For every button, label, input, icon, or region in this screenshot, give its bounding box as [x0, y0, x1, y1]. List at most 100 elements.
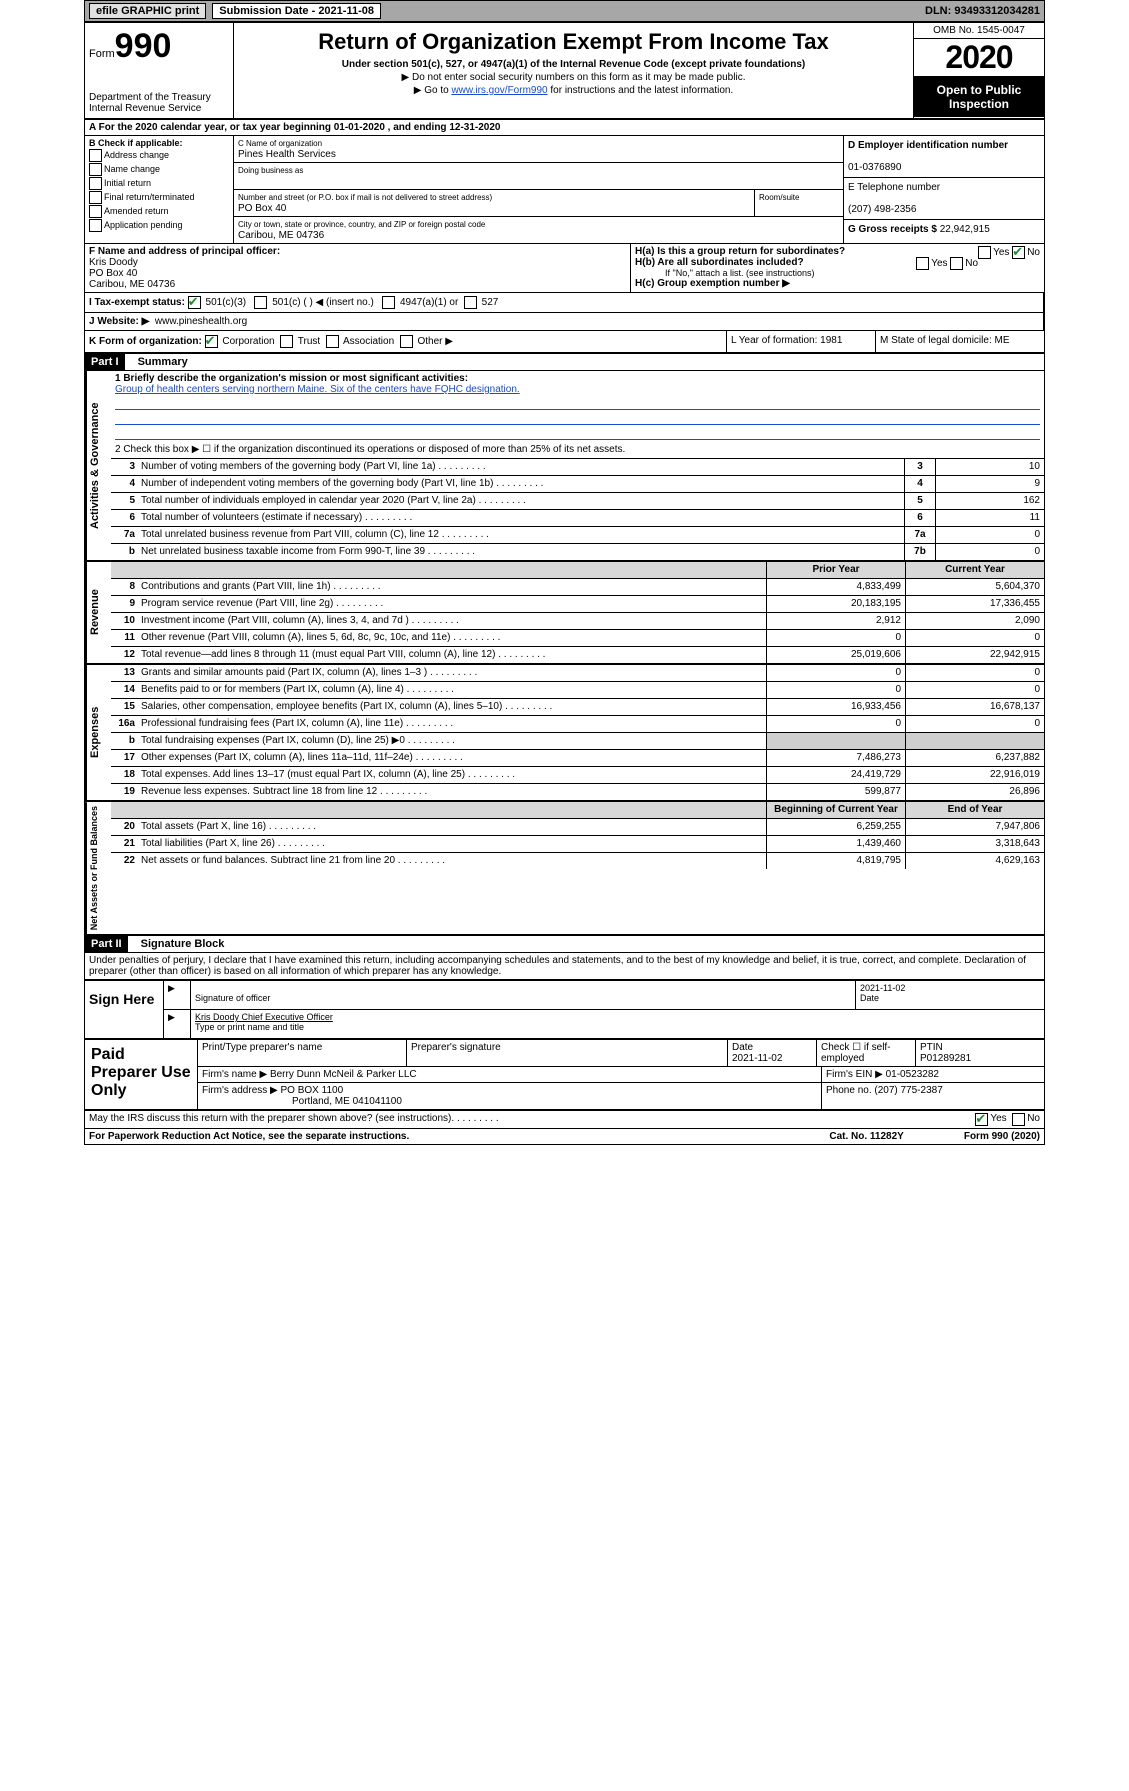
open-to-public: Open to Public Inspection [914, 77, 1044, 117]
block-bcd: B Check if applicable: Address change Na… [85, 136, 1044, 244]
col-d-ein: D Employer identification number01-03768… [843, 136, 1044, 243]
table-row: 4 Number of independent voting members o… [111, 476, 1044, 493]
chk-corp[interactable] [205, 335, 218, 348]
chk-amended[interactable] [89, 205, 102, 218]
table-row: 5 Total number of individuals employed i… [111, 493, 1044, 510]
q1-label: 1 Briefly describe the organization's mi… [115, 373, 468, 384]
firm-name: Firm's name ▶ Berry Dunn McNeil & Parker… [198, 1067, 822, 1082]
chk-discuss-yes[interactable] [975, 1113, 988, 1126]
subtitle-1: Under section 501(c), 527, or 4947(a)(1)… [240, 59, 907, 70]
table-row: 14 Benefits paid to or for members (Part… [111, 682, 1044, 699]
form-word: Form [89, 48, 115, 60]
part1-title: Summary [128, 356, 188, 368]
firm-address: Firm's address ▶ PO BOX 1100Portland, ME… [198, 1083, 822, 1109]
chk-hb-no[interactable] [950, 257, 963, 270]
dept-treasury: Department of the Treasury Internal Reve… [89, 92, 229, 114]
table-row: 21 Total liabilities (Part X, line 26) 1… [111, 836, 1044, 853]
chk-name-change[interactable] [89, 163, 102, 176]
org-name: Pines Health Services [238, 149, 336, 160]
col-beginning: Beginning of Current Year [766, 802, 905, 818]
table-row: 7a Total unrelated business revenue from… [111, 527, 1044, 544]
col-current-year: Current Year [905, 562, 1044, 578]
footer-discuss: May the IRS discuss this return with the… [85, 1111, 1044, 1129]
chk-discuss-no[interactable] [1012, 1113, 1025, 1126]
chk-initial-return[interactable] [89, 177, 102, 190]
chk-501c[interactable] [254, 296, 267, 309]
paid-preparer-block: Paid Preparer Use Only Print/Type prepar… [85, 1040, 1044, 1111]
chk-final-return[interactable] [89, 191, 102, 204]
dln: DLN: 93493312034281 [925, 5, 1040, 17]
part2-title: Signature Block [131, 938, 225, 950]
chk-address-change[interactable] [89, 149, 102, 162]
part2-header-row: Part II Signature Block [85, 936, 1044, 953]
firm-ein: Firm's EIN ▶ 01-0523282 [822, 1067, 1044, 1082]
ein: 01-0376890 [848, 162, 901, 173]
sig-date: 2021-11-02 [860, 983, 905, 993]
side-governance: Activities & Governance [85, 371, 111, 560]
chk-assoc[interactable] [326, 335, 339, 348]
section-expenses: Expenses 13 Grants and similar amounts p… [85, 665, 1044, 802]
form-ref: Form 990 (2020) [964, 1131, 1040, 1142]
chk-527[interactable] [464, 296, 477, 309]
chk-4947[interactable] [382, 296, 395, 309]
table-row: 8 Contributions and grants (Part VIII, l… [111, 579, 1044, 596]
table-row: 17 Other expenses (Part IX, column (A), … [111, 750, 1044, 767]
row-fh: F Name and address of principal officer:… [85, 244, 1044, 293]
row-a-tax-year: A For the 2020 calendar year, or tax yea… [85, 120, 1044, 136]
col-b-checkboxes: B Check if applicable: Address change Na… [85, 136, 234, 243]
subtitle-2: ▶ Do not enter social security numbers o… [240, 72, 907, 83]
header: Form990 Department of the Treasury Inter… [85, 23, 1044, 120]
year-formation: L Year of formation: 1981 [726, 331, 875, 352]
org-address: PO Box 40 [238, 203, 286, 214]
section-net-assets: Net Assets or Fund Balances Beginning of… [85, 802, 1044, 936]
col-c-org-info: C Name of organizationPines Health Servi… [234, 136, 843, 243]
chk-ha-no[interactable] [1012, 246, 1025, 259]
table-row: 9 Program service revenue (Part VIII, li… [111, 596, 1044, 613]
part1-header-row: Part I Summary [85, 354, 1044, 371]
table-row: b Total fundraising expenses (Part IX, c… [111, 733, 1044, 750]
col-prior-year: Prior Year [766, 562, 905, 578]
table-row: 13 Grants and similar amounts paid (Part… [111, 665, 1044, 682]
subtitle-3: ▶ Go to www.irs.gov/Form990 for instruct… [240, 85, 907, 96]
table-row: 20 Total assets (Part X, line 16) 6,259,… [111, 819, 1044, 836]
telephone: (207) 498-2356 [848, 204, 916, 215]
chk-501c3[interactable] [188, 296, 201, 309]
chk-hb-yes[interactable] [916, 257, 929, 270]
form-990-page: efile GRAPHIC print Submission Date - 20… [84, 0, 1045, 1145]
state-domicile: M State of legal domicile: ME [875, 331, 1044, 352]
part2-label: Part II [85, 936, 128, 952]
col-end: End of Year [905, 802, 1044, 818]
website: www.pineshealth.org [155, 316, 247, 327]
chk-other[interactable] [400, 335, 413, 348]
table-row: 3 Number of voting members of the govern… [111, 459, 1044, 476]
irs-link[interactable]: www.irs.gov/Form990 [451, 85, 547, 96]
org-city: Caribou, ME 04736 [238, 230, 324, 241]
table-row: 19 Revenue less expenses. Subtract line … [111, 784, 1044, 800]
form-title: Return of Organization Exempt From Incom… [240, 29, 907, 55]
chk-trust[interactable] [280, 335, 293, 348]
row-i-tax-status: I Tax-exempt status: 501(c)(3) 501(c) ( … [85, 293, 1044, 313]
chk-ha-yes[interactable] [978, 246, 991, 259]
gross-receipts: 22,942,915 [940, 224, 990, 235]
officer-name: Kris Doody [89, 257, 138, 268]
paid-preparer-label: Paid Preparer Use Only [85, 1040, 198, 1109]
mission-text[interactable]: Group of health centers serving northern… [115, 384, 520, 395]
side-expenses: Expenses [85, 665, 111, 800]
efile-print-button[interactable]: efile GRAPHIC print [89, 3, 206, 19]
perjury-declaration: Under penalties of perjury, I declare th… [85, 953, 1044, 979]
table-row: 16a Professional fundraising fees (Part … [111, 716, 1044, 733]
row-j-website: J Website: ▶ www.pineshealth.org [85, 313, 1044, 331]
table-row: 6 Total number of volunteers (estimate i… [111, 510, 1044, 527]
table-row: 10 Investment income (Part VIII, column … [111, 613, 1044, 630]
side-revenue: Revenue [85, 562, 111, 663]
table-row: 12 Total revenue—add lines 8 through 11 … [111, 647, 1044, 663]
chk-app-pending[interactable] [89, 219, 102, 232]
signature-block: Sign Here ▶ Signature of officer 2021-11… [85, 979, 1044, 1040]
section-governance: Activities & Governance 1 Briefly descri… [85, 371, 1044, 562]
footer-bottom: For Paperwork Reduction Act Notice, see … [85, 1129, 1044, 1144]
tax-year: 2020 [914, 39, 1044, 77]
submission-date: Submission Date - 2021-11-08 [212, 3, 381, 19]
sign-here-label: Sign Here [85, 981, 164, 1038]
section-revenue: Revenue Prior Year Current Year 8 Contri… [85, 562, 1044, 665]
table-row: 18 Total expenses. Add lines 13–17 (must… [111, 767, 1044, 784]
